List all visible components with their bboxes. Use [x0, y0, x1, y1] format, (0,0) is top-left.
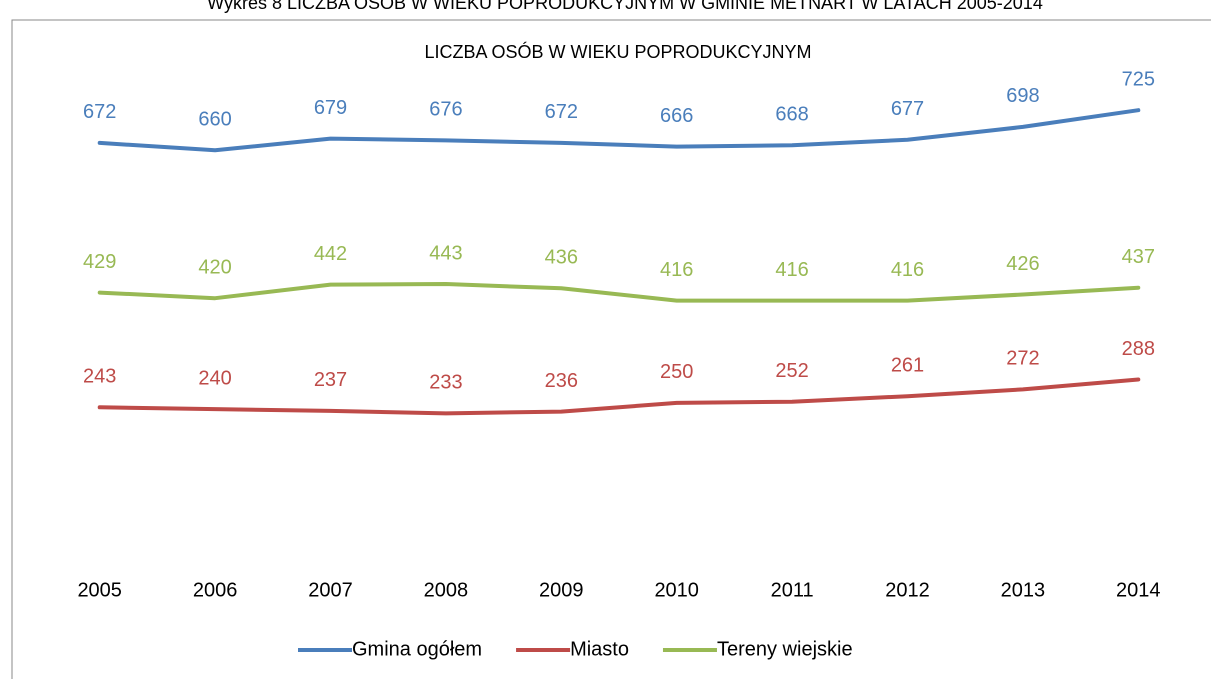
- data-label: 272: [1006, 348, 1039, 370]
- data-label: 237: [314, 369, 347, 391]
- data-label: 416: [660, 259, 693, 281]
- data-label: 436: [545, 247, 578, 269]
- legend-label: Gmina ogółem: [352, 638, 482, 660]
- data-label: 668: [775, 104, 808, 126]
- data-label: 288: [1122, 338, 1155, 360]
- data-label: 429: [83, 251, 116, 273]
- x-tick-label: 2007: [308, 579, 353, 601]
- data-label: 676: [429, 99, 462, 121]
- data-label: 442: [314, 243, 347, 265]
- data-label: 672: [83, 101, 116, 123]
- x-tick-label: 2013: [1001, 579, 1046, 601]
- x-tick-label: 2012: [885, 579, 930, 601]
- x-tick-label: 2005: [77, 579, 122, 601]
- data-label: 243: [83, 366, 116, 388]
- x-tick-label: 2011: [771, 579, 814, 601]
- data-label: 660: [198, 109, 231, 131]
- x-tick-label: 2010: [654, 579, 699, 601]
- data-label: 250: [660, 361, 693, 383]
- data-label: 233: [429, 372, 462, 394]
- series-line: [97, 377, 1141, 416]
- legend-label: Miasto: [570, 638, 629, 660]
- data-label: 437: [1122, 246, 1155, 268]
- data-label: 416: [891, 259, 924, 281]
- legend-label: Tereny wiejskie: [717, 638, 853, 660]
- data-label: 443: [429, 242, 462, 264]
- data-label: 672: [545, 101, 578, 123]
- data-label: 261: [891, 354, 924, 376]
- data-label: 666: [660, 105, 693, 127]
- data-label: 252: [775, 360, 808, 382]
- data-label: 420: [198, 256, 231, 278]
- data-label: 677: [891, 98, 924, 120]
- series-line: [97, 108, 1141, 153]
- x-tick-label: 2014: [1116, 579, 1161, 601]
- data-label: 698: [1006, 85, 1039, 107]
- data-label: 416: [775, 259, 808, 281]
- data-label: 236: [545, 370, 578, 392]
- chart-caption: Wykres 8 LICZBA OSÓB W WIEKU POPRODUKCYJ…: [207, 0, 1043, 13]
- data-label: 240: [198, 367, 231, 389]
- data-label: 725: [1122, 69, 1155, 91]
- chart-title: LICZBA OSÓB W WIEKU POPRODUKCYJNYM: [424, 41, 811, 62]
- series-line: [97, 282, 1141, 303]
- x-tick-label: 2009: [539, 579, 584, 601]
- data-label: 679: [314, 97, 347, 119]
- x-tick-label: 2008: [424, 579, 469, 601]
- data-label: 426: [1006, 253, 1039, 275]
- x-tick-label: 2006: [193, 579, 238, 601]
